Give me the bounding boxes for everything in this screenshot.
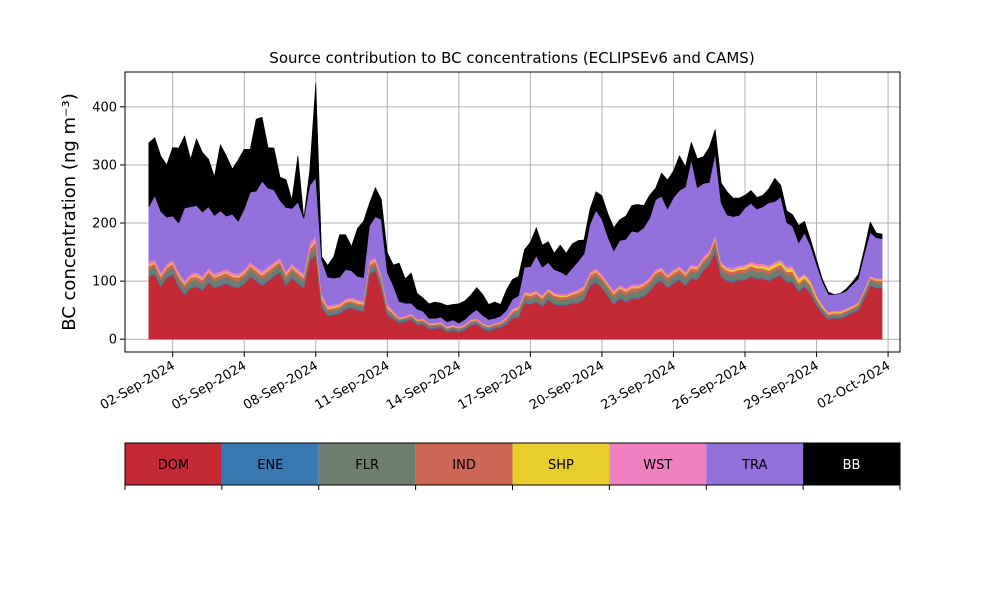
legend-label-shp: SHP bbox=[548, 458, 574, 473]
y-tick-label: 100 bbox=[92, 275, 117, 290]
legend-label-wst: WST bbox=[643, 458, 672, 473]
legend-label-dom: DOM bbox=[158, 458, 189, 473]
y-tick-label: 400 bbox=[92, 100, 117, 115]
legend-label-flr: FLR bbox=[355, 458, 379, 473]
legend-swatch-flr bbox=[318, 443, 416, 485]
legend-swatch-bb bbox=[803, 443, 900, 485]
legend: DOM ENE FLR IND SHP WST TRA BB bbox=[124, 442, 901, 490]
chart-title: Source contribution to BC concentrations… bbox=[269, 49, 754, 67]
legend-swatch-wst bbox=[609, 443, 707, 485]
legend-swatch-shp bbox=[512, 443, 610, 485]
y-tick-label: 200 bbox=[92, 217, 117, 232]
y-tick-label: 0 bbox=[109, 333, 117, 348]
legend-swatch-dom bbox=[125, 443, 222, 485]
legend-label-tra: TRA bbox=[741, 458, 767, 473]
legend-swatch-ene bbox=[221, 443, 319, 485]
legend-swatch-ind bbox=[415, 443, 513, 485]
area-bb bbox=[148, 82, 883, 324]
legend-label-ind: IND bbox=[452, 458, 476, 473]
y-tick-label: 300 bbox=[92, 158, 117, 173]
stacked-areas bbox=[148, 82, 883, 340]
legend-swatch-tra bbox=[706, 443, 804, 485]
legend-label-bb: BB bbox=[843, 458, 861, 473]
plot-frame bbox=[124, 71, 901, 353]
y-axis-label: BC concentration (ng m⁻³) bbox=[59, 93, 80, 331]
legend-label-ene: ENE bbox=[257, 458, 283, 473]
